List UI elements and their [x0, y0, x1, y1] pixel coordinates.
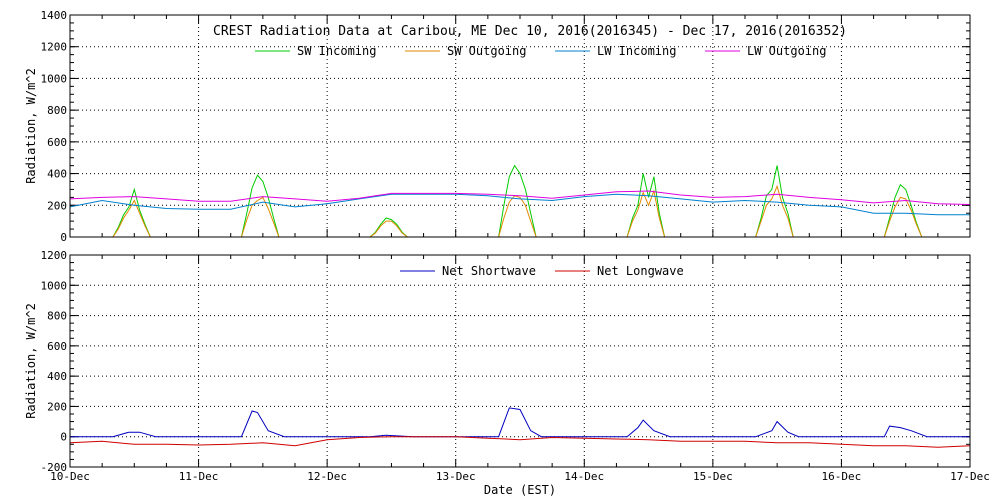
series-line-sw-outgoing: [112, 184, 923, 237]
top-y-tick-label: 200: [47, 199, 67, 212]
legend-label-lw-incoming: LW Incoming: [597, 44, 676, 58]
top-y-axis-title: Radiation, W/m^2: [24, 68, 38, 184]
top-y-tick-label: 800: [47, 104, 67, 117]
bottom-y-tick-label: 1000: [41, 279, 68, 292]
top-y-tick-label: 1200: [41, 41, 68, 54]
series-line-net-longwave: [70, 436, 970, 448]
bottom-y-tick-label: 1200: [41, 249, 68, 262]
top-y-tick-label: 1400: [41, 9, 68, 22]
x-tick-label: 17-Dec: [950, 470, 990, 483]
series-line-sw-incoming: [112, 164, 923, 237]
top-y-tick-label: 600: [47, 136, 67, 149]
top-panel-sw-lw-radiation: 0 200 400 600 800 1000 1200 1400 SW Incoming SW O…: [41, 9, 971, 244]
x-axis-title: Date (EST): [484, 483, 556, 497]
legend-label-net-longwave: Net Longwave: [597, 264, 684, 278]
top-y-tick-label: 0: [60, 231, 67, 244]
chart-title: CREST Radiation Data at Caribou, ME Dec …: [213, 24, 847, 39]
bottom-plot-frame: [69, 254, 971, 468]
x-tick-label: 12-Dec: [307, 470, 347, 483]
series-line-lw-incoming: [70, 193, 970, 216]
x-tick-label: 16-Dec: [822, 470, 862, 483]
bottom-panel-net-radiation: -200 0 200 400 600 800 1000 1200 10-Dec 11-Dec 12-…: [41, 249, 990, 483]
top-y-tick-label: 400: [47, 168, 67, 181]
bottom-y-tick-label: 400: [47, 370, 67, 383]
x-tick-label: 14-Dec: [564, 470, 604, 483]
series-line-lw-outgoing: [70, 190, 970, 205]
x-tick-label: 13-Dec: [436, 470, 476, 483]
bottom-y-tick-label: -200: [41, 461, 68, 474]
top-y-tick-label: 1000: [41, 72, 68, 85]
top-plot-frame: [69, 14, 971, 238]
x-tick-label: 10-Dec: [50, 470, 90, 483]
bottom-y-tick-label: 200: [47, 400, 67, 413]
legend-label-sw-incoming: SW Incoming: [297, 44, 376, 58]
x-tick-label: 15-Dec: [693, 470, 733, 483]
legend-label-sw-outgoing: SW Outgoing: [447, 44, 526, 58]
legend-label-lw-outgoing: LW Outgoing: [747, 44, 826, 58]
bottom-y-axis-title: Radiation, W/m^2: [24, 303, 38, 419]
x-tick-label: 11-Dec: [179, 470, 219, 483]
bottom-y-tick-label: 600: [47, 340, 67, 353]
bottom-y-tick-label: 800: [47, 310, 67, 323]
bottom-y-tick-label: 0: [60, 431, 67, 444]
series-line-net-shortwave: [70, 407, 970, 438]
legend-label-net-shortwave: Net Shortwave: [442, 264, 536, 278]
